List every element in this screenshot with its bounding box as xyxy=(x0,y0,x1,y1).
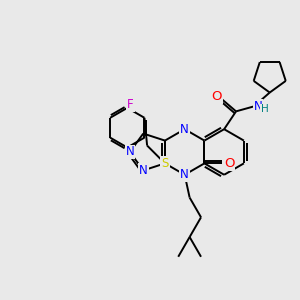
Text: F: F xyxy=(127,98,134,111)
Text: O: O xyxy=(211,90,221,103)
Text: O: O xyxy=(224,157,234,170)
Text: N: N xyxy=(180,123,189,136)
Text: N: N xyxy=(254,100,262,113)
Text: H: H xyxy=(261,104,268,114)
Text: S: S xyxy=(161,157,169,170)
Text: N: N xyxy=(139,164,148,177)
Text: N: N xyxy=(180,168,189,181)
Text: N: N xyxy=(125,146,134,158)
